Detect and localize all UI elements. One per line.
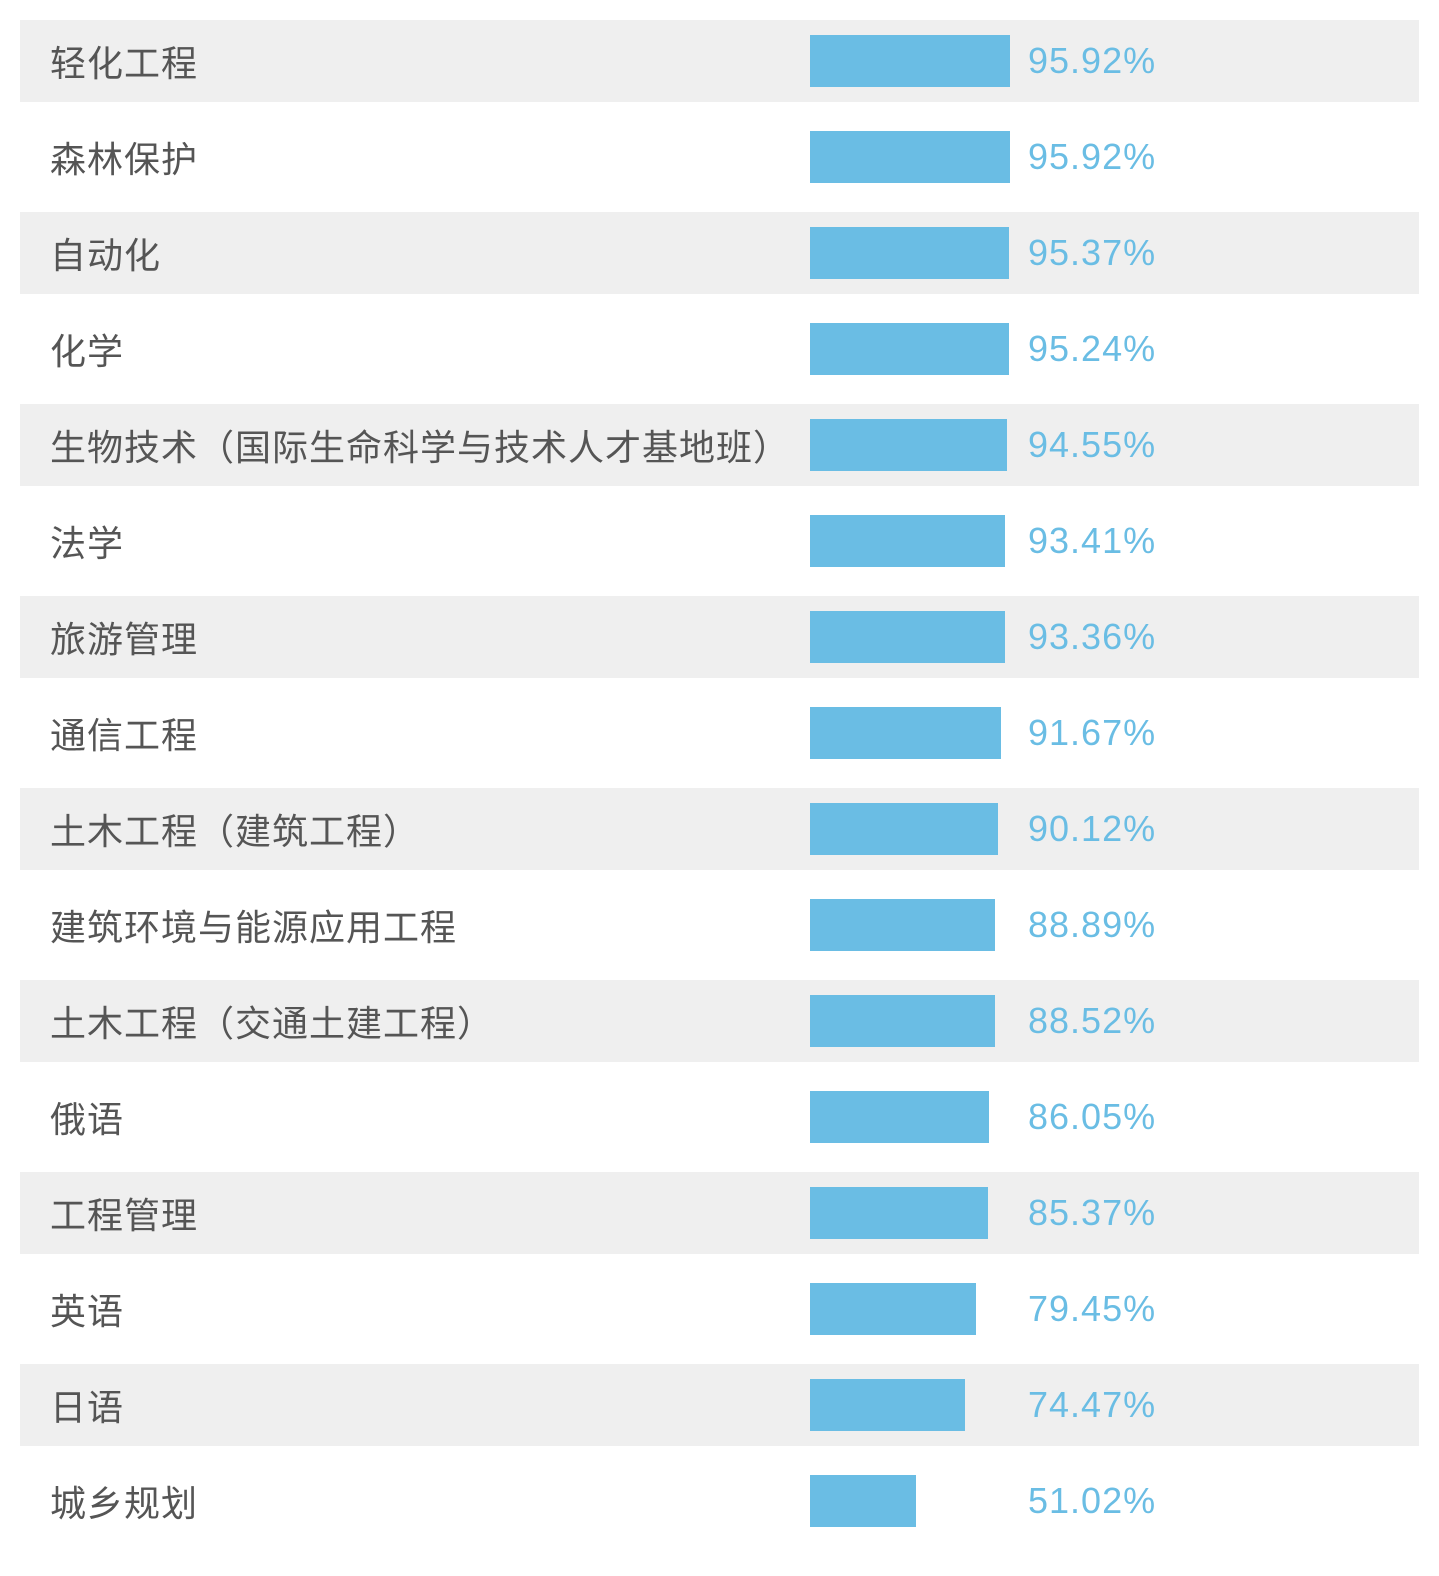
bar bbox=[810, 1091, 989, 1143]
bar-area: 95.92% bbox=[810, 35, 1389, 87]
bar bbox=[810, 707, 1001, 759]
value-label: 85.37% bbox=[1028, 1192, 1156, 1234]
bar-wrapper bbox=[810, 1091, 1010, 1143]
table-row: 城乡规划 51.02% bbox=[20, 1460, 1419, 1542]
row-label: 土木工程（交通土建工程） bbox=[50, 995, 810, 1047]
bar bbox=[810, 1379, 965, 1431]
value-label: 95.92% bbox=[1028, 40, 1156, 82]
bar-area: 90.12% bbox=[810, 803, 1389, 855]
table-row: 建筑环境与能源应用工程 88.89% bbox=[20, 884, 1419, 966]
bar-wrapper bbox=[810, 899, 1010, 951]
row-label: 土木工程（建筑工程） bbox=[50, 803, 810, 855]
table-row: 化学 95.24% bbox=[20, 308, 1419, 390]
row-label: 通信工程 bbox=[50, 707, 810, 759]
bar-area: 86.05% bbox=[810, 1091, 1389, 1143]
bar bbox=[810, 1187, 988, 1239]
value-label: 95.24% bbox=[1028, 328, 1156, 370]
bar-area: 95.24% bbox=[810, 323, 1389, 375]
value-label: 93.36% bbox=[1028, 616, 1156, 658]
row-label: 自动化 bbox=[50, 227, 810, 279]
row-label: 法学 bbox=[50, 515, 810, 567]
bar-area: 88.52% bbox=[810, 995, 1389, 1047]
bar-area: 51.02% bbox=[810, 1475, 1389, 1527]
bar bbox=[810, 419, 1007, 471]
bar-area: 95.37% bbox=[810, 227, 1389, 279]
value-label: 93.41% bbox=[1028, 520, 1156, 562]
bar bbox=[810, 611, 1005, 663]
bar-wrapper bbox=[810, 611, 1010, 663]
bar-wrapper bbox=[810, 35, 1010, 87]
value-label: 95.37% bbox=[1028, 232, 1156, 274]
table-row: 轻化工程 95.92% bbox=[20, 20, 1419, 102]
table-row: 森林保护 95.92% bbox=[20, 116, 1419, 198]
bar-wrapper bbox=[810, 227, 1010, 279]
row-label: 建筑环境与能源应用工程 bbox=[50, 899, 810, 951]
bar-wrapper bbox=[810, 707, 1010, 759]
value-label: 88.89% bbox=[1028, 904, 1156, 946]
bar-chart: 轻化工程 95.92% 森林保护 95.92% 自动化 95.37% 化学 95.24% 生物技… bbox=[20, 20, 1419, 1542]
bar-wrapper bbox=[810, 1475, 1010, 1527]
bar-wrapper bbox=[810, 1283, 1010, 1335]
table-row: 英语 79.45% bbox=[20, 1268, 1419, 1350]
bar-area: 93.36% bbox=[810, 611, 1389, 663]
value-label: 51.02% bbox=[1028, 1480, 1156, 1522]
value-label: 95.92% bbox=[1028, 136, 1156, 178]
bar bbox=[810, 803, 998, 855]
table-row: 旅游管理 93.36% bbox=[20, 596, 1419, 678]
bar bbox=[810, 515, 1005, 567]
bar bbox=[810, 35, 1010, 87]
bar-wrapper bbox=[810, 1379, 1010, 1431]
table-row: 自动化 95.37% bbox=[20, 212, 1419, 294]
row-label: 旅游管理 bbox=[50, 611, 810, 663]
row-label: 工程管理 bbox=[50, 1187, 810, 1239]
bar-wrapper bbox=[810, 515, 1010, 567]
bar-wrapper bbox=[810, 419, 1010, 471]
row-label: 森林保护 bbox=[50, 131, 810, 183]
table-row: 土木工程（交通土建工程） 88.52% bbox=[20, 980, 1419, 1062]
bar-wrapper bbox=[810, 1187, 1010, 1239]
table-row: 法学 93.41% bbox=[20, 500, 1419, 582]
value-label: 90.12% bbox=[1028, 808, 1156, 850]
bar-wrapper bbox=[810, 995, 1010, 1047]
table-row: 日语 74.47% bbox=[20, 1364, 1419, 1446]
row-label: 城乡规划 bbox=[50, 1475, 810, 1527]
value-label: 88.52% bbox=[1028, 1000, 1156, 1042]
table-row: 工程管理 85.37% bbox=[20, 1172, 1419, 1254]
bar bbox=[810, 1283, 976, 1335]
bar-area: 95.92% bbox=[810, 131, 1389, 183]
bar bbox=[810, 995, 995, 1047]
row-label: 俄语 bbox=[50, 1091, 810, 1143]
value-label: 91.67% bbox=[1028, 712, 1156, 754]
bar-area: 88.89% bbox=[810, 899, 1389, 951]
bar-area: 85.37% bbox=[810, 1187, 1389, 1239]
row-label: 生物技术（国际生命科学与技术人才基地班） bbox=[50, 419, 810, 471]
bar-area: 74.47% bbox=[810, 1379, 1389, 1431]
table-row: 土木工程（建筑工程） 90.12% bbox=[20, 788, 1419, 870]
table-row: 生物技术（国际生命科学与技术人才基地班） 94.55% bbox=[20, 404, 1419, 486]
row-label: 化学 bbox=[50, 323, 810, 375]
row-label: 日语 bbox=[50, 1379, 810, 1431]
value-label: 74.47% bbox=[1028, 1384, 1156, 1426]
row-label: 轻化工程 bbox=[50, 35, 810, 87]
bar-wrapper bbox=[810, 131, 1010, 183]
bar-area: 91.67% bbox=[810, 707, 1389, 759]
bar-area: 79.45% bbox=[810, 1283, 1389, 1335]
value-label: 86.05% bbox=[1028, 1096, 1156, 1138]
bar bbox=[810, 227, 1009, 279]
bar-area: 93.41% bbox=[810, 515, 1389, 567]
bar bbox=[810, 323, 1009, 375]
table-row: 俄语 86.05% bbox=[20, 1076, 1419, 1158]
bar bbox=[810, 899, 995, 951]
bar bbox=[810, 131, 1010, 183]
row-label: 英语 bbox=[50, 1283, 810, 1335]
value-label: 79.45% bbox=[1028, 1288, 1156, 1330]
bar-wrapper bbox=[810, 323, 1010, 375]
table-row: 通信工程 91.67% bbox=[20, 692, 1419, 774]
bar-wrapper bbox=[810, 803, 1010, 855]
bar bbox=[810, 1475, 916, 1527]
value-label: 94.55% bbox=[1028, 424, 1156, 466]
bar-area: 94.55% bbox=[810, 419, 1389, 471]
